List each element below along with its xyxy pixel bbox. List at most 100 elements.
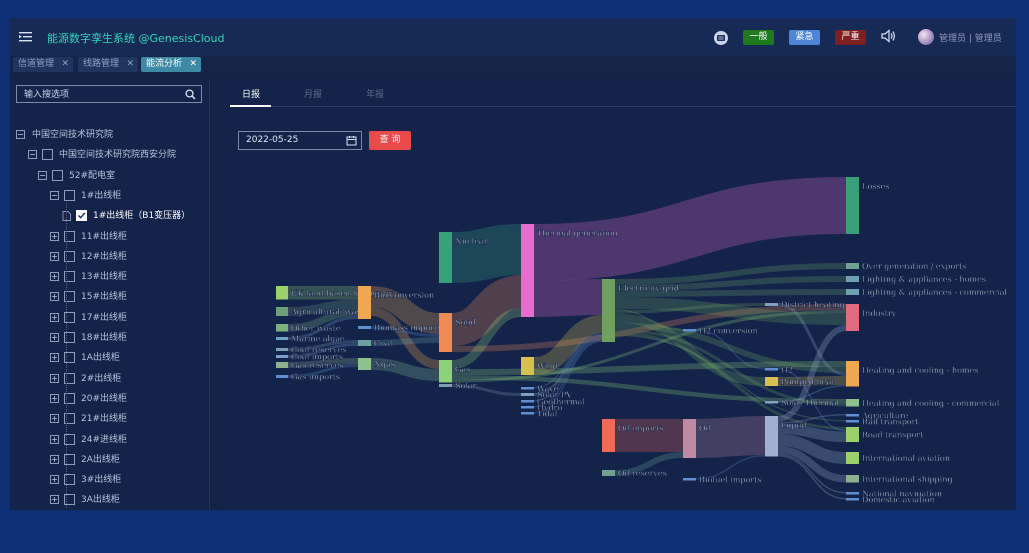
tree-node[interactable]: +3#出线柜 [50, 473, 209, 487]
sankey-node[interactable] [358, 358, 371, 370]
sankey-node[interactable] [358, 340, 371, 346]
sankey-node[interactable] [276, 286, 288, 300]
tab-line-management[interactable]: 线路管理 ✕ [78, 57, 138, 72]
tree-node[interactable]: +2A出线柜 [50, 453, 209, 467]
expand-icon[interactable]: + [50, 373, 59, 383]
node-checkbox[interactable] [64, 230, 75, 242]
tab-yearly-report[interactable]: 年报 [366, 87, 384, 100]
tree-node[interactable]: +17#出线柜 [50, 311, 209, 325]
tab-monthly-report[interactable]: 月报 [304, 87, 322, 100]
sankey-node[interactable] [602, 419, 615, 452]
alert-urgent-button[interactable]: 紧急 [789, 30, 820, 45]
tree-node[interactable]: +15#出线柜 [50, 290, 209, 304]
close-icon[interactable]: ✕ [189, 59, 197, 69]
sankey-node[interactable] [846, 452, 859, 464]
node-checkbox[interactable] [64, 372, 75, 384]
expand-icon[interactable]: + [50, 414, 59, 424]
tree-node[interactable]: 1#出线柜（B1变压器） [62, 209, 209, 223]
tree-node[interactable]: +21#出线柜 [50, 412, 209, 426]
tree-node[interactable]: +3A出线柜 [50, 493, 209, 507]
tree-node[interactable]: +11#出线柜 [50, 230, 209, 244]
sankey-node[interactable] [765, 303, 778, 306]
tree-node[interactable]: +2#出线柜 [50, 372, 209, 386]
sankey-node[interactable] [521, 393, 534, 396]
search-icon[interactable] [185, 89, 196, 100]
tree-node[interactable]: − 52#配电室 [38, 169, 209, 183]
expand-icon[interactable]: + [50, 393, 59, 403]
sankey-node[interactable] [276, 362, 288, 368]
sankey-node[interactable] [846, 263, 859, 269]
node-checkbox[interactable] [64, 494, 75, 506]
node-checkbox[interactable] [76, 210, 87, 222]
user-menu[interactable]: 管理员 | 管理员 [918, 29, 1012, 47]
expand-icon[interactable]: + [50, 251, 59, 261]
node-checkbox[interactable] [64, 453, 75, 465]
sankey-node[interactable] [521, 387, 534, 390]
node-checkbox[interactable] [64, 271, 75, 283]
expand-icon[interactable]: + [50, 292, 59, 302]
sankey-node[interactable] [846, 289, 859, 295]
message-icon[interactable] [713, 30, 729, 46]
sankey-node[interactable] [276, 337, 288, 340]
node-checkbox[interactable] [64, 189, 75, 201]
close-icon[interactable]: ✕ [126, 59, 134, 69]
node-checkbox[interactable] [64, 413, 75, 425]
sankey-node[interactable] [683, 329, 696, 332]
tab-energy-flow-analysis[interactable]: 能流分析 ✕ [141, 57, 201, 72]
date-picker[interactable]: 2022-05-25 [238, 131, 362, 150]
sankey-node[interactable] [846, 427, 859, 442]
menu-icon[interactable] [18, 29, 34, 45]
node-checkbox[interactable] [42, 149, 53, 161]
sankey-node[interactable] [276, 375, 288, 378]
tree-node[interactable]: +20#出线柜 [50, 392, 209, 406]
sankey-node[interactable] [846, 498, 859, 501]
sankey-node[interactable] [846, 414, 859, 417]
sankey-node[interactable] [276, 324, 288, 332]
tree-node[interactable]: +1A出线柜 [50, 351, 209, 365]
sankey-node[interactable] [276, 355, 288, 358]
expand-icon[interactable]: + [50, 475, 59, 485]
sankey-node[interactable] [765, 416, 778, 457]
sankey-node[interactable] [276, 348, 288, 351]
node-checkbox[interactable] [64, 250, 75, 262]
sankey-node[interactable] [846, 420, 859, 423]
sankey-node[interactable] [846, 361, 859, 387]
tree-node[interactable]: +12#出线柜 [50, 250, 209, 264]
expand-icon[interactable]: + [50, 434, 59, 444]
sankey-node[interactable] [439, 232, 452, 283]
node-checkbox[interactable] [64, 392, 75, 404]
sankey-node[interactable] [846, 492, 859, 495]
sankey-node[interactable] [358, 326, 371, 329]
expand-icon[interactable]: + [50, 333, 59, 342]
close-icon[interactable]: ✕ [61, 59, 69, 69]
sankey-node[interactable] [521, 357, 534, 375]
sankey-node[interactable] [521, 412, 534, 415]
sankey-node[interactable] [602, 279, 615, 342]
tree-node[interactable]: − 中国空间技术研究院 [16, 128, 209, 142]
query-button[interactable]: 查 询 [369, 131, 411, 150]
sankey-node[interactable] [846, 399, 859, 407]
sankey-node[interactable] [765, 368, 778, 371]
expand-icon[interactable]: + [50, 272, 59, 282]
sankey-node[interactable] [358, 286, 371, 319]
tree-node[interactable]: +24#进线柜 [50, 433, 209, 447]
sankey-node[interactable] [521, 224, 534, 317]
sankey-node[interactable] [846, 276, 859, 282]
sankey-node[interactable] [846, 304, 859, 331]
sankey-node[interactable] [846, 177, 859, 234]
expand-icon[interactable]: + [50, 454, 59, 464]
speaker-icon[interactable] [880, 28, 897, 44]
sankey-node[interactable] [846, 475, 859, 483]
sankey-node[interactable] [439, 360, 452, 383]
node-checkbox[interactable] [52, 169, 63, 181]
sankey-node[interactable] [765, 401, 778, 404]
collapse-icon[interactable]: − [28, 150, 37, 160]
expand-icon[interactable]: + [50, 312, 59, 322]
node-checkbox[interactable] [64, 332, 75, 343]
sankey-node[interactable] [439, 384, 452, 387]
node-checkbox[interactable] [64, 433, 75, 445]
sankey-node[interactable] [602, 470, 615, 476]
collapse-icon[interactable]: − [50, 190, 59, 200]
tree-node[interactable]: − 1#出线柜 [50, 189, 209, 203]
alert-severe-button[interactable]: 严重 [835, 30, 866, 45]
